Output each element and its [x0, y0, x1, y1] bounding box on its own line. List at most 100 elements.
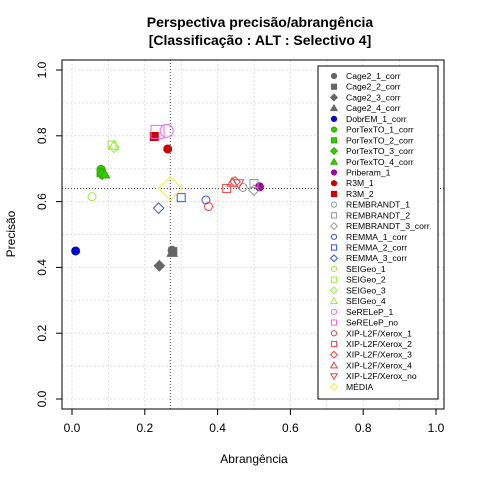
legend-entry: REMBRANDT_1 — [346, 200, 410, 210]
data-point — [87, 192, 97, 202]
legend-entry: SEIGeo_1 — [346, 264, 386, 274]
legend-entry: Cage2_1_corr — [346, 71, 401, 81]
y-tick-label: 0.0 — [35, 390, 49, 407]
data-point — [238, 182, 248, 192]
legend-marker — [329, 296, 339, 305]
legend-marker — [330, 137, 338, 144]
legend-entry: REMMA_3_corr — [346, 253, 407, 263]
legend-marker — [330, 308, 338, 315]
data-point — [153, 259, 166, 272]
x-tick-label: 0.6 — [282, 421, 299, 435]
legend-entry: SEIGeo_2 — [346, 275, 386, 285]
legend-entry: XIP-L2F/Xerox_3 — [346, 350, 412, 360]
legend-entry: PorTexTO_4_corr — [346, 157, 414, 167]
data-point — [226, 176, 239, 187]
legend-entry: Cage2_2_corr — [346, 82, 401, 92]
legend-marker — [329, 93, 339, 102]
legend-marker — [330, 180, 338, 187]
legend-marker — [330, 169, 338, 176]
y-tick-label: 0.6 — [35, 193, 49, 210]
data-point — [201, 195, 211, 205]
x-tick-label: 0.2 — [136, 421, 153, 435]
legend-marker — [330, 340, 338, 348]
x-tick-label: 0.0 — [64, 421, 81, 435]
plot-frame — [61, 59, 445, 410]
data-point — [232, 179, 245, 190]
y-axis-ticks: 0.0 0.2 0.4 0.6 0.8 1.0 — [35, 61, 62, 407]
legend-entry: R3M_2 — [346, 189, 374, 199]
legend-marker — [329, 103, 339, 112]
legend-marker — [329, 350, 339, 359]
chart-subtitle: [Classificação : ALT : Selectivo 4] — [149, 32, 372, 48]
y-tick-label: 0.8 — [35, 127, 49, 144]
legend-entry: REMBRANDT_2 — [346, 210, 410, 220]
legend-entry: SeRELeP_no — [346, 318, 398, 328]
data-point — [150, 124, 165, 139]
data-point — [254, 182, 264, 192]
data-point — [98, 168, 111, 179]
data-point — [166, 246, 178, 257]
y-axis-label: Precisão — [4, 210, 18, 257]
legend-marker — [329, 157, 339, 165]
legend-marker — [330, 190, 338, 198]
legend-marker — [330, 201, 338, 208]
legend-entry: SEIGeo_3 — [346, 285, 386, 295]
data-point — [152, 202, 165, 215]
legend: Cage2_1_corrCage2_2_corrCage2_3_corrCage… — [317, 65, 439, 400]
x-tick-label: 0.4 — [209, 421, 226, 435]
legend-entry: XIP-L2F/Xerox_4 — [346, 360, 412, 370]
legend-entry: DobrEM_1_corr — [346, 114, 407, 124]
y-tick-label: 1.0 — [35, 61, 49, 78]
legend-entry: Priberam_1 — [346, 167, 391, 177]
y-tick-label: 0.4 — [35, 259, 49, 276]
data-point — [71, 246, 81, 256]
legend-marker — [330, 244, 338, 251]
legend-entry: SeRELeP_1 — [346, 307, 394, 317]
legend-entry: R3M_1 — [346, 178, 374, 188]
data-point — [149, 131, 159, 141]
legend-marker — [329, 146, 339, 156]
data-point — [157, 176, 183, 201]
legend-marker — [330, 72, 338, 80]
legend-marker — [329, 361, 339, 369]
legend-marker — [329, 254, 339, 263]
legend-marker — [330, 83, 338, 90]
data-point — [248, 184, 260, 196]
x-tick-label: 0.8 — [355, 421, 372, 435]
legend-entry: MÉDIA — [346, 382, 373, 392]
legend-entry: Cage2_4_corr — [346, 103, 401, 113]
legend-entry: REMMA_1_corr — [346, 232, 407, 242]
legend-entry: PorTexTO_2_corr — [346, 135, 414, 145]
legend-marker — [329, 382, 339, 391]
legend-marker — [330, 115, 338, 122]
legend-marker — [330, 276, 338, 283]
data-point — [249, 179, 259, 189]
legend-marker — [330, 212, 338, 219]
data-point — [222, 183, 232, 193]
legend-entry: SEIGeo_4 — [346, 296, 386, 306]
legend-marker — [330, 330, 338, 337]
legend-marker — [329, 286, 339, 295]
data-points — [71, 123, 264, 272]
x-axis-ticks: 0.0 0.2 0.4 0.6 0.8 1.0 — [64, 409, 445, 435]
legend-entry: XIP-L2F/Xerox_no — [346, 371, 417, 381]
legend-entry: REMBRANDT_3_corr — [346, 221, 430, 231]
data-point — [176, 193, 186, 203]
data-point — [107, 139, 120, 150]
legend-marker — [330, 126, 338, 133]
legend-entry: Cage2_3_corr — [346, 92, 401, 102]
legend-entry: PorTexTO_3_corr — [346, 146, 414, 156]
data-point — [159, 123, 174, 138]
y-tick-label: 0.2 — [35, 325, 49, 342]
legend-entry: PorTexTO_1_corr — [346, 125, 414, 135]
chart-title: Perspectiva precisão/abrangência — [147, 14, 374, 30]
legend-entry: XIP-L2F/Xerox_2 — [346, 339, 412, 349]
legend-entry: REMMA_2_corr — [346, 243, 407, 253]
legend-entry: XIP-L2F/Xerox_1 — [346, 328, 412, 338]
legend-marker — [329, 221, 339, 231]
x-axis-label: Abrangência — [220, 452, 288, 466]
legend-marker — [330, 233, 338, 240]
data-point — [204, 202, 213, 212]
legend-box — [317, 65, 439, 400]
